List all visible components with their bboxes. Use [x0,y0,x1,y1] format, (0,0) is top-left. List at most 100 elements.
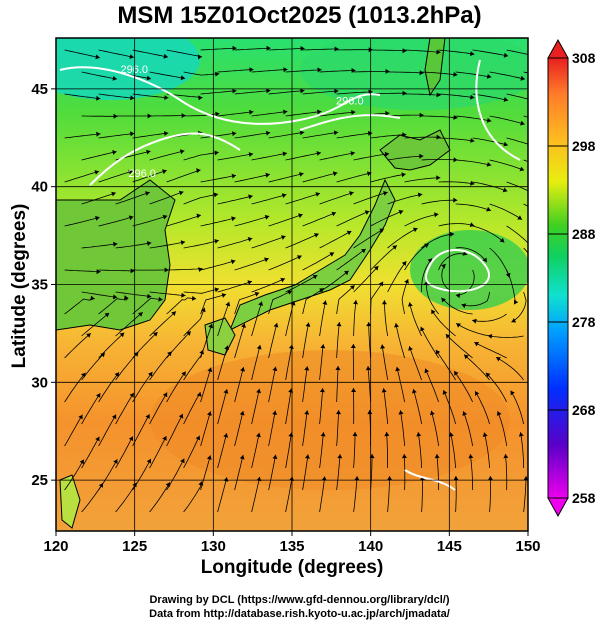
streamline-arrow [148,371,153,377]
streamline [387,227,418,249]
streamline [217,301,230,337]
streamline [367,366,371,403]
streamline [404,177,441,183]
streamline [400,410,405,447]
streamline-arrow [180,240,186,246]
streamline-arrow [147,293,152,299]
streamline [441,297,473,315]
streamline-arrow [350,344,356,348]
streamline [436,454,439,490]
streamline [217,280,253,293]
streamline-arrow [535,193,540,197]
streamline-arrow [379,228,385,233]
streamline [425,281,439,315]
streamline-arrow [180,149,185,155]
streamline-arrow [287,290,292,295]
streamline-arrow [153,332,158,337]
streamline [438,223,475,227]
streamline [149,482,171,513]
x-tick-label: 150 [515,538,540,555]
latitude-ticks: 25 30 35 40 45 [31,81,56,489]
streamline [353,228,385,249]
streamline [234,215,270,227]
streamline [64,459,85,491]
colorbar-tick-label: 258 [572,490,596,506]
streamline [132,49,168,58]
streamline-arrow [329,252,335,257]
streamline-arrow [258,301,263,306]
streamline-arrow [104,312,110,318]
streamline-arrow [499,237,505,243]
streamline [302,454,309,491]
streamline [166,169,201,183]
streamline [336,322,340,359]
streamline [472,49,509,57]
streamline-arrow [401,261,407,266]
map-title: MSM 15Z01Oct2025 (1013.2hPa) [117,2,482,29]
streamline [81,482,104,513]
streamline [319,344,324,381]
streamline [383,388,388,425]
streamline-arrow [283,67,288,73]
streamline-arrow [470,138,475,143]
streamline [336,365,339,403]
streamline [268,214,303,227]
streamline [511,291,527,323]
streamline [319,432,324,469]
streamline [336,132,373,139]
streamline [115,191,150,205]
streamline [370,134,407,139]
streamline [149,435,167,469]
streamline-arrow [416,432,422,437]
isotherm-line [404,469,456,491]
streamline-arrow [164,131,169,136]
streamline [506,225,528,244]
streamline-arrow [453,72,458,77]
streamline-arrow [368,130,373,136]
streamline-arrow [265,172,270,178]
streamline [217,153,254,161]
streamline-arrow [164,95,169,100]
streamline [149,150,185,161]
streamline [81,71,117,80]
streamline-arrow [320,432,326,437]
streamline-arrow [335,366,341,371]
streamline-arrow [496,357,501,362]
streamline-arrow [353,300,358,305]
streamline [455,323,490,337]
streamline [336,410,340,447]
streamline-arrow [299,130,305,136]
streamline-arrow [381,388,387,393]
streamline [472,313,507,322]
streamline [234,47,271,51]
contour-label: 296.0 [336,96,364,108]
colorbar-tick-label: 308 [572,50,596,66]
streamline-arrow [305,322,311,327]
streamline [469,454,473,490]
streamline-arrow [130,131,135,137]
streamline-arrow [412,227,418,233]
streamline [251,388,260,425]
wind-streamlines [64,45,540,513]
streamline-arrow [162,392,168,398]
streamline [200,175,237,183]
streamline-arrow [78,414,83,420]
x-tick-label: 135 [279,538,304,555]
streamline [421,258,433,293]
streamline [421,159,458,161]
streamline-arrow [321,476,327,481]
streamline-arrow [482,432,488,437]
streamline-arrow [482,257,487,263]
streamline-arrow [248,194,253,200]
x-tick-label: 125 [122,538,147,555]
streamline [472,93,509,101]
streamline [183,481,203,513]
x-tick-label: 130 [201,538,226,555]
streamline-arrow [398,410,404,415]
streamline-arrow [424,243,429,248]
streamline-arrow [167,351,172,357]
streamline-arrow [96,131,101,137]
streamline [200,411,211,447]
streamline [462,411,473,447]
isotherm-contours [59,59,521,491]
